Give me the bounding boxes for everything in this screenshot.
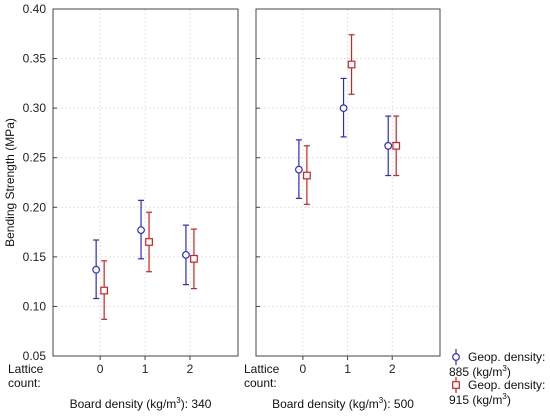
panel-2-board-density-label: Board density (kg/m3): 500 (272, 396, 414, 411)
panel-1-board-density-label: Board density (kg/m3): 340 (70, 396, 212, 411)
lattice-count-label-line2: count: (8, 376, 41, 390)
legend-entry-1-line1: Geop. density: (468, 350, 545, 364)
data-point-circle (294, 165, 303, 174)
lattice-count-label-line1: Lattice (8, 362, 44, 376)
y-tick-label: 0.20 (23, 200, 47, 214)
x-tick-label: 1 (142, 362, 149, 376)
x-tick-label: 0 (300, 362, 307, 376)
y-tick-label: 0.05 (23, 349, 47, 363)
y-tick-label: 0.15 (23, 250, 47, 264)
data-point-circle (92, 265, 101, 274)
legend-entry-2-line2: 915 (kg/m3) (449, 392, 511, 407)
data-point-circle (137, 226, 145, 234)
y-tick-label: 0.40 (23, 2, 47, 16)
y-axis-label: Bending Strength (MPa) (3, 118, 17, 247)
y-tick-label: 0.10 (23, 299, 47, 313)
data-point-square (100, 286, 109, 295)
data-point-square (190, 254, 198, 263)
data-point-square (347, 60, 356, 69)
data-point-square (392, 141, 401, 150)
lattice-count-label-line1: Lattice (244, 362, 280, 376)
legend-entry-2-line1: Geop. density: (468, 378, 545, 392)
x-tick-label: 0 (97, 362, 104, 376)
legend-marker-circle (452, 353, 460, 361)
data-point-circle (182, 250, 190, 259)
legend-marker-square (452, 381, 460, 389)
x-tick-label: 2 (389, 362, 396, 376)
y-tick-label: 0.25 (23, 151, 47, 165)
lattice-count-label-line2: count: (244, 376, 277, 390)
x-tick-label: 1 (344, 362, 351, 376)
legend-entry-1-line2: 885 (kg/m3) (449, 364, 511, 379)
y-tick-label: 0.30 (23, 101, 47, 115)
data-point-circle (384, 141, 393, 150)
data-point-circle (339, 104, 348, 113)
y-tick-label: 0.35 (23, 52, 47, 66)
data-point-square (302, 171, 311, 180)
x-tick-label: 2 (187, 362, 194, 376)
data-point-square (145, 238, 153, 246)
